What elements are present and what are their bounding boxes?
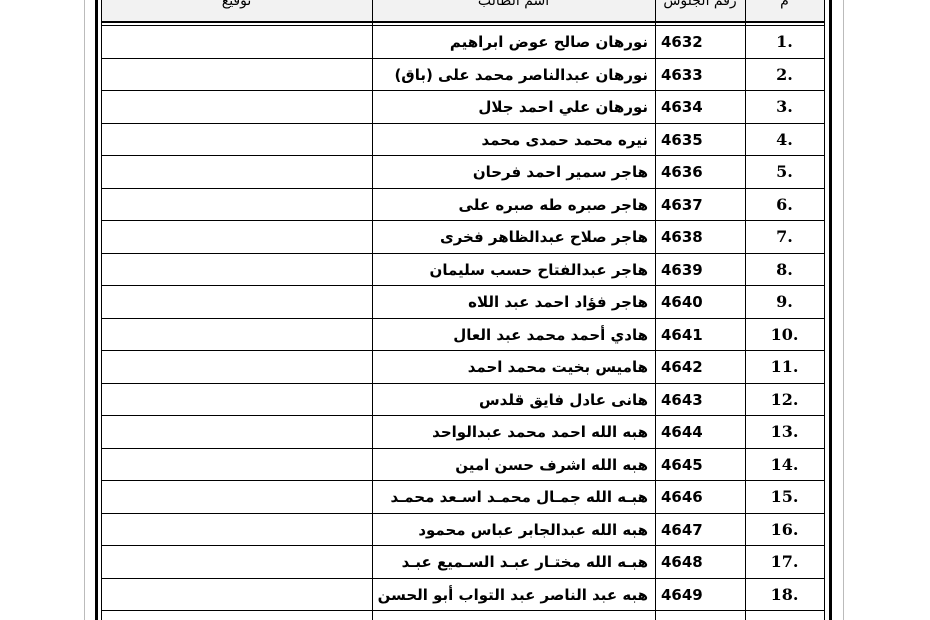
column-line xyxy=(372,0,373,620)
row-number: 15. xyxy=(770,487,799,506)
row-number: 3. xyxy=(776,97,793,116)
seat-number: 4632 xyxy=(661,33,703,51)
row-number: 1. xyxy=(776,32,793,51)
seat-number: 4635 xyxy=(661,130,703,149)
seat-number: 4638 xyxy=(661,228,703,246)
row-number: 10. xyxy=(770,324,799,344)
row-line xyxy=(101,512,824,514)
row-line xyxy=(101,480,824,481)
seat-number: 4636 xyxy=(661,163,703,181)
header-cell: رقم الجلوس xyxy=(663,0,737,9)
row-number: 16. xyxy=(770,519,799,539)
seat-number: 4641 xyxy=(661,325,703,344)
seat-number: 4633 xyxy=(661,65,703,84)
column-line xyxy=(745,0,746,620)
seat-number: 4645 xyxy=(661,455,703,474)
student-name: هبه الله احمد محمد عبدالواحد xyxy=(432,423,648,441)
seat-number: 4639 xyxy=(661,260,703,279)
seat-number: 4648 xyxy=(661,553,703,571)
header-bg xyxy=(101,0,824,22)
seat-number: 4642 xyxy=(661,358,703,376)
row-number: 5. xyxy=(776,162,793,181)
row-line xyxy=(101,252,824,254)
row-line xyxy=(101,610,824,611)
seat-number: 4647 xyxy=(661,520,703,539)
column-line xyxy=(655,0,656,620)
page-edge xyxy=(84,0,85,620)
row-line xyxy=(101,415,824,416)
header-cell: توقيع xyxy=(221,0,252,9)
row-line xyxy=(101,447,824,449)
row-line xyxy=(101,90,824,91)
row-line xyxy=(101,155,824,156)
table-frame xyxy=(95,0,832,620)
row-number: 19. xyxy=(745,611,824,620)
row-line xyxy=(101,350,824,351)
row-line xyxy=(101,577,824,579)
row-number: 9. xyxy=(776,292,793,311)
row-number: 2. xyxy=(776,64,793,84)
row-line xyxy=(101,187,824,189)
row-number: 6. xyxy=(776,194,793,214)
row-line xyxy=(101,382,824,384)
student-name: نورهان صالح عوض ابراهيم xyxy=(449,33,648,51)
student-name: هاجر فؤاد احمد عبد اللاه xyxy=(468,293,648,311)
seat-number: 4634 xyxy=(661,98,703,116)
page-edge xyxy=(843,0,844,620)
student-name: هبـه الله مختـار عبـد السـميع عبـد xyxy=(401,553,648,571)
student-name: هبه الله اشرف حسن امين xyxy=(455,455,648,474)
column-line xyxy=(824,0,825,620)
column-line xyxy=(101,0,102,620)
row-number: 8. xyxy=(776,259,793,279)
header-cell: م xyxy=(780,0,789,9)
student-name: هاميس بخيت محمد احمد xyxy=(467,358,648,376)
seat-number: 4637 xyxy=(661,195,703,214)
row-number: 12. xyxy=(770,389,799,409)
student-name: هاجر صبره طه صبره على xyxy=(458,195,648,214)
seat-number: 4646 xyxy=(661,488,703,506)
student-name: هبـه الله جمـال محمـد اسـعد محمـد xyxy=(390,488,648,506)
student-name: هبه عبد الناصر عبد التواب أبو الحسن xyxy=(377,585,648,604)
row-number: 14. xyxy=(770,454,799,474)
header-line xyxy=(101,21,824,23)
row-line xyxy=(101,317,824,319)
row-number: 17. xyxy=(770,552,799,571)
student-name: هبه الله عبدالجابر عباس محمود xyxy=(418,520,648,539)
student-name: هاجر سمير احمد فرحان xyxy=(472,163,648,181)
seat-number: 4643 xyxy=(661,390,703,409)
row-line xyxy=(101,545,824,546)
student-name: هاجر عبدالفتاح حسب سليمان xyxy=(429,260,648,279)
row-number: 7. xyxy=(776,227,793,246)
row-line xyxy=(101,220,824,221)
student-name: نيره محمد حمدى محمد xyxy=(481,130,648,149)
seat-number: 4640 xyxy=(661,293,703,311)
seat-number: 4650 xyxy=(661,611,741,620)
row-number: 13. xyxy=(770,422,799,441)
student-name: هاجر صلاح عبدالظاهر فخرى xyxy=(439,228,648,246)
row-number: 4. xyxy=(776,129,793,149)
student-name: نورهان عبدالناصر محمد على (باق) xyxy=(394,65,648,84)
header-line xyxy=(101,25,824,26)
header-cell: اسم الطالب xyxy=(477,0,550,9)
row-number: 11. xyxy=(770,357,799,376)
student-name: هانى عادل فايق قلدس xyxy=(478,390,648,409)
row-number: 18. xyxy=(770,584,799,604)
row-line xyxy=(101,285,824,286)
student-name: هادي أحمد محمد عبد العال xyxy=(453,325,648,344)
row-line xyxy=(101,122,824,124)
student-name: نورهان علي احمد جلال xyxy=(478,98,648,116)
row-line xyxy=(101,57,824,59)
seat-number: 4644 xyxy=(661,423,703,441)
seat-number: 4649 xyxy=(661,585,703,604)
